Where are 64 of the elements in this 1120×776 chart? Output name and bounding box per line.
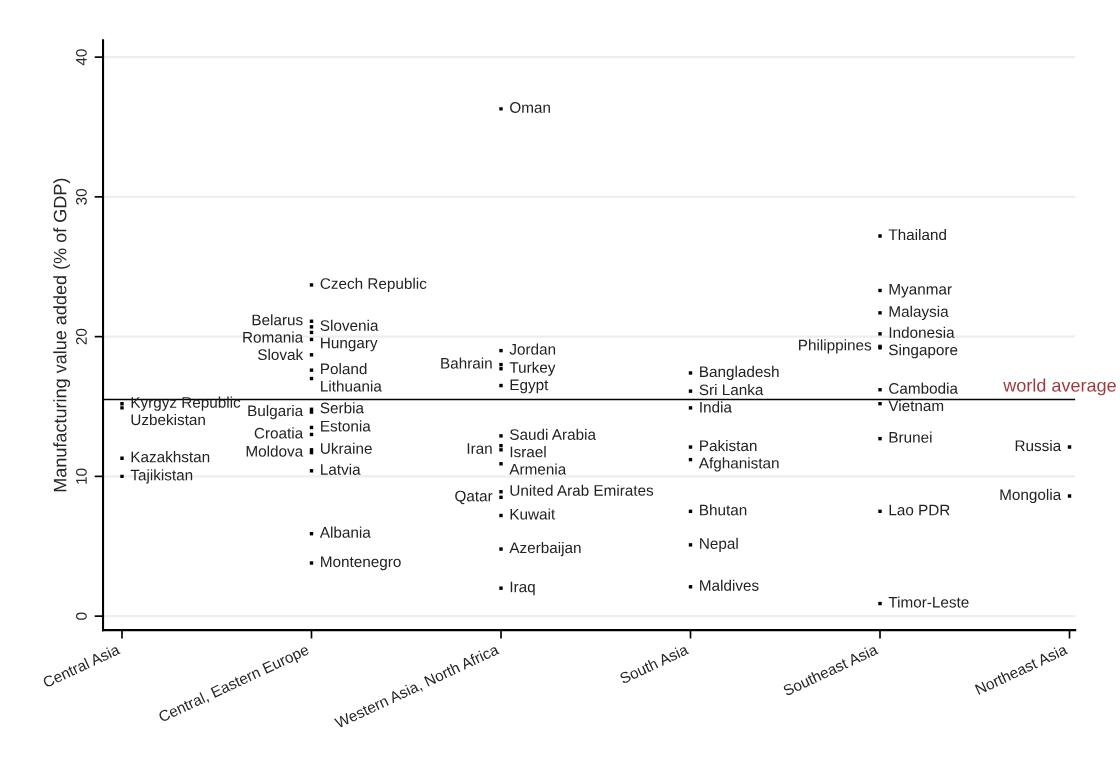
x-tick-label: South Asia xyxy=(618,643,690,685)
y-tick-label: 10 xyxy=(76,468,87,484)
data-label: Philippines xyxy=(799,339,872,354)
y-tick-label: 30 xyxy=(76,188,87,205)
data-label: Sri Lanka xyxy=(699,384,764,396)
data-label: Croatia xyxy=(254,427,304,439)
data-label: Belarus xyxy=(252,314,303,326)
data-label: Afghanistan xyxy=(698,457,779,472)
data-label: Hungary xyxy=(321,337,378,352)
y-axis-title: Manufacturing value added (% of GDP) xyxy=(53,178,71,492)
data-label: Romania xyxy=(243,331,304,343)
data-label: Israel xyxy=(510,446,546,458)
data-label: Tajikistan xyxy=(130,469,193,484)
data-label: Bulgaria xyxy=(248,404,304,420)
data-label: Thailand xyxy=(888,228,946,241)
data-label: Lao PDR xyxy=(889,504,950,516)
data-label: Malaysia xyxy=(889,305,949,320)
data-label: Bangladesh xyxy=(700,365,779,381)
data-label: Slovenia xyxy=(320,319,379,331)
data-label: United Arab Emirates xyxy=(510,484,654,496)
data-label: Singapore xyxy=(889,344,958,359)
data-label: Bahrain xyxy=(441,357,492,369)
data-label: Azerbaijan xyxy=(509,541,581,557)
y-tick-label: 20 xyxy=(76,328,87,345)
data-label: Bhutan xyxy=(700,504,747,516)
data-label: Iraq xyxy=(510,581,535,596)
data-label: Poland xyxy=(321,363,367,375)
data-label: Timor-Leste xyxy=(888,596,969,608)
data-label: Nepal xyxy=(700,537,738,552)
data-label: Estonia xyxy=(321,420,371,432)
data-label: Maldives xyxy=(700,579,759,591)
y-tick-label: 0 xyxy=(76,612,87,620)
data-label: Russia xyxy=(1015,439,1062,452)
ref-line-label: world average xyxy=(1003,378,1116,396)
data-label: Lithuania xyxy=(321,380,382,392)
data-label: Albania xyxy=(319,526,371,538)
data-label: Indonesia xyxy=(889,326,955,338)
data-label: Ukraine xyxy=(321,442,372,454)
data-label: Kyrgyz Republic xyxy=(131,396,241,411)
data-label: India xyxy=(700,401,732,413)
data-label: Pakistan xyxy=(700,439,757,452)
data-label: Serbia xyxy=(320,402,364,414)
data-label: Czech Republic xyxy=(320,277,427,293)
y-tick-label: 40 xyxy=(76,49,87,66)
data-label: Saudi Arabia xyxy=(510,428,596,440)
data-label: Vietnam xyxy=(888,399,944,412)
data-label: Myanmar xyxy=(889,283,952,298)
data-label: Kazakhstan xyxy=(131,451,210,463)
data-label: Kuwait xyxy=(510,508,556,520)
data-label: Slovak xyxy=(258,348,304,361)
data-label: Qatar xyxy=(455,490,493,505)
data-label: Cambodia xyxy=(889,382,958,394)
data-label: Armenia xyxy=(509,463,567,475)
data-label: Turkey xyxy=(509,361,556,376)
data-label: Iran xyxy=(467,443,492,454)
data-label: Mongolia xyxy=(1000,488,1062,504)
data-label: Jordan xyxy=(509,343,556,355)
data-label: Brunei xyxy=(889,431,932,443)
data-label: Egypt xyxy=(510,379,549,394)
data-label: Uzbekistan xyxy=(131,413,205,426)
data-label: Oman xyxy=(510,102,550,113)
data-label: Moldova xyxy=(246,445,304,457)
data-label: Latvia xyxy=(321,463,361,475)
data-label: Montenegro xyxy=(321,556,401,571)
